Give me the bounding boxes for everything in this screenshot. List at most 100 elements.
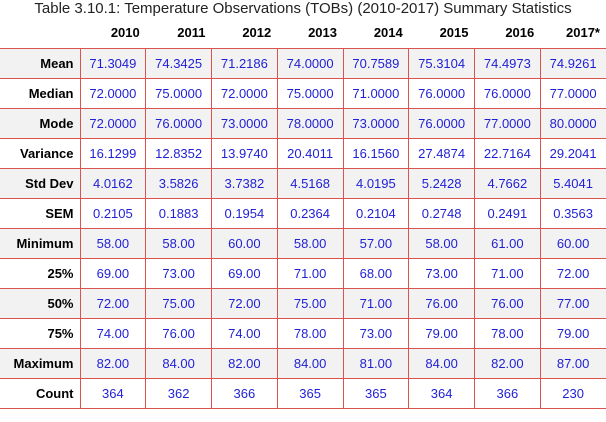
table-cell: 78.00 bbox=[276, 317, 344, 349]
table-cell: 84.00 bbox=[408, 347, 475, 379]
table-cell: 82.00 bbox=[79, 347, 147, 379]
table-cell: 57.00 bbox=[342, 227, 410, 259]
table-cell: 72.0000 bbox=[79, 77, 147, 109]
table-cell: 76.0000 bbox=[408, 77, 475, 109]
table-cell: 366 bbox=[211, 377, 278, 409]
row-label: 25% bbox=[0, 258, 81, 289]
header-corner-cell bbox=[0, 18, 80, 49]
table-cell: 0.3563 bbox=[539, 197, 606, 229]
table-cell: 5.2428 bbox=[408, 167, 475, 199]
table-cell: 230 bbox=[539, 377, 606, 409]
table-cell: 72.00 bbox=[211, 287, 278, 319]
table-cell: 364 bbox=[79, 377, 147, 409]
table-cell: 4.5168 bbox=[276, 167, 344, 199]
table-cell: 0.2364 bbox=[276, 197, 344, 229]
table-cell: 71.3049 bbox=[79, 47, 147, 79]
table-cell: 3.5826 bbox=[145, 167, 212, 199]
table-cell: 364 bbox=[408, 377, 475, 409]
table-cell: 82.00 bbox=[474, 347, 541, 379]
table-cell: 0.1954 bbox=[211, 197, 278, 229]
table-cell: 76.00 bbox=[408, 287, 475, 319]
table-cell: 365 bbox=[342, 377, 410, 409]
table-cell: 73.00 bbox=[408, 257, 475, 289]
table-row: Maximum 82.00 84.00 82.00 84.00 81.00 84.00 82.… bbox=[0, 347, 606, 379]
row-label: 50% bbox=[0, 288, 81, 319]
table-cell: 0.2104 bbox=[342, 197, 410, 229]
table-cell: 22.7164 bbox=[474, 137, 541, 169]
table-cell: 77.00 bbox=[539, 287, 606, 319]
table-cell: 74.3425 bbox=[145, 47, 212, 79]
table-cell: 16.1560 bbox=[342, 137, 410, 169]
table-cell: 0.1883 bbox=[145, 197, 212, 229]
table-cell: 79.00 bbox=[408, 317, 475, 349]
table-cell: 0.2105 bbox=[79, 197, 147, 229]
header-row: 2010 2011 2012 2013 2014 2015 2016 2017* bbox=[0, 18, 606, 49]
table-cell: 81.00 bbox=[342, 347, 410, 379]
table-cell: 4.7662 bbox=[474, 167, 541, 199]
table-row: Median 72.0000 75.0000 72.0000 75.0000 71.000… bbox=[0, 77, 606, 109]
table-cell: 69.00 bbox=[79, 257, 147, 289]
column-header: 2011 bbox=[145, 18, 212, 49]
table-cell: 72.0000 bbox=[79, 107, 147, 139]
table-cell: 80.0000 bbox=[539, 107, 606, 139]
table-cell: 362 bbox=[145, 377, 212, 409]
table-cell: 76.0000 bbox=[408, 107, 475, 139]
table-cell: 77.0000 bbox=[539, 77, 606, 109]
table-cell: 76.0000 bbox=[145, 107, 212, 139]
table-cell: 74.0000 bbox=[276, 47, 344, 79]
column-header: 2016 bbox=[474, 18, 541, 49]
table-cell: 3.7382 bbox=[211, 167, 278, 199]
table-cell: 74.00 bbox=[211, 317, 278, 349]
table-row: 75% 74.00 76.00 74.00 78.00 73.00 79.00 78.00 79… bbox=[0, 317, 606, 349]
table-cell: 58.00 bbox=[79, 227, 147, 259]
table-cell: 79.00 bbox=[539, 317, 606, 349]
table-cell: 75.0000 bbox=[276, 77, 344, 109]
table-cell: 76.00 bbox=[474, 287, 541, 319]
table-cell: 5.4041 bbox=[539, 167, 606, 199]
table-cell: 72.00 bbox=[79, 287, 147, 319]
table-row: Mean 71.3049 74.3425 71.2186 74.0000 70.7589 7… bbox=[0, 47, 606, 79]
table-row: Variance 16.1299 12.8352 13.9740 20.4011 16.1… bbox=[0, 137, 606, 169]
table-caption: Table 3.10.1: Temperature Observations (… bbox=[34, 0, 572, 17]
column-header: 2017* bbox=[540, 18, 606, 49]
table-row: Mode 72.0000 76.0000 73.0000 78.0000 73.0000 7… bbox=[0, 107, 606, 139]
table-cell: 0.2491 bbox=[474, 197, 541, 229]
table-cell: 58.00 bbox=[145, 227, 212, 259]
table-cell: 75.0000 bbox=[145, 77, 212, 109]
table-cell: 60.00 bbox=[211, 227, 278, 259]
table-cell: 70.7589 bbox=[342, 47, 410, 79]
table-cell: 4.0195 bbox=[342, 167, 410, 199]
table-cell: 13.9740 bbox=[211, 137, 278, 169]
table-row: Count 364 362 366 365 365 364 366 230 bbox=[0, 377, 606, 409]
row-label: SEM bbox=[0, 198, 81, 229]
table-cell: 78.00 bbox=[474, 317, 541, 349]
table-cell: 74.00 bbox=[79, 317, 147, 349]
table-cell: 87.00 bbox=[539, 347, 606, 379]
column-header: 2012 bbox=[211, 18, 278, 49]
table-cell: 73.00 bbox=[145, 257, 212, 289]
row-label: Median bbox=[0, 78, 81, 109]
row-label: Variance bbox=[0, 138, 81, 169]
column-header: 2015 bbox=[408, 18, 475, 49]
table-row: Minimum 58.00 58.00 60.00 58.00 57.00 58.00 61.… bbox=[0, 227, 606, 259]
table-cell: 78.0000 bbox=[276, 107, 344, 139]
table-cell: 72.00 bbox=[539, 257, 606, 289]
table-cell: 69.00 bbox=[211, 257, 278, 289]
table-cell: 16.1299 bbox=[79, 137, 147, 169]
table-cell: 74.4973 bbox=[474, 47, 541, 79]
table-cell: 71.00 bbox=[342, 287, 410, 319]
row-label: Mode bbox=[0, 108, 81, 139]
table-cell: 72.0000 bbox=[211, 77, 278, 109]
table-cell: 77.0000 bbox=[474, 107, 541, 139]
table-cell: 76.00 bbox=[145, 317, 212, 349]
table-cell: 71.0000 bbox=[342, 77, 410, 109]
table-cell: 73.0000 bbox=[342, 107, 410, 139]
column-header: 2010 bbox=[80, 18, 146, 49]
table-cell: 12.8352 bbox=[145, 137, 212, 169]
table-cell: 58.00 bbox=[408, 227, 475, 259]
table-cell: 20.4011 bbox=[276, 137, 344, 169]
table-cell: 0.2748 bbox=[408, 197, 475, 229]
table-cell: 71.00 bbox=[276, 257, 344, 289]
table-cell: 71.00 bbox=[474, 257, 541, 289]
